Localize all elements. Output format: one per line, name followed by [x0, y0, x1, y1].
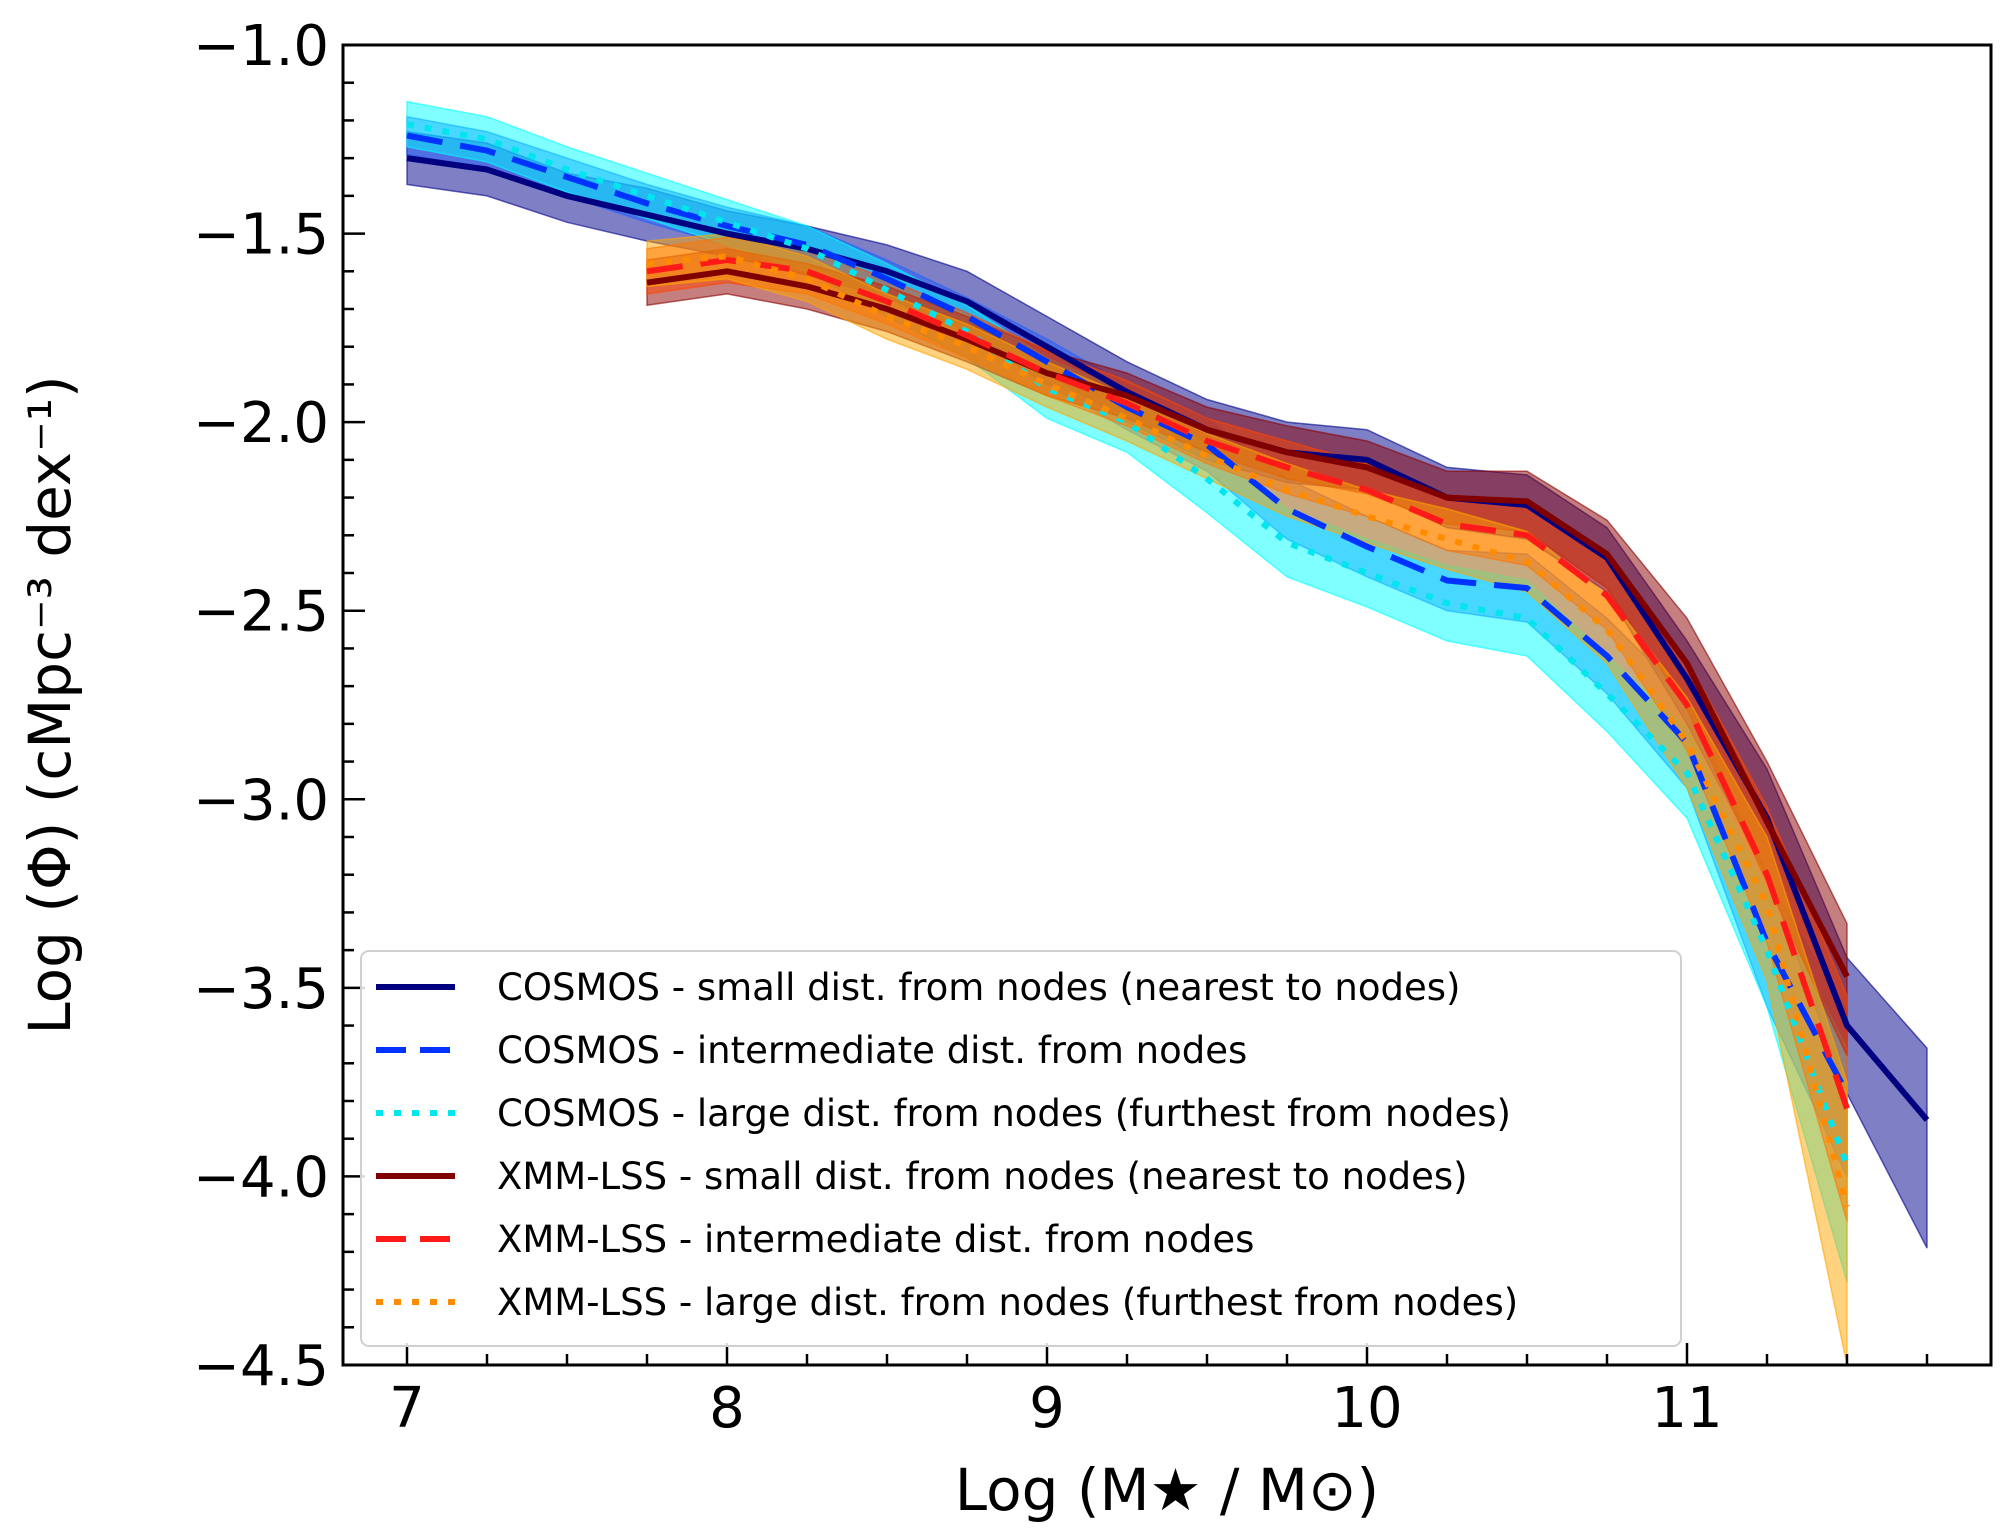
x-tick-label: 7: [389, 1376, 425, 1441]
y-tick-label: −3.5: [193, 957, 329, 1022]
y-tick-label: −2.0: [193, 391, 329, 456]
series-lines: [406, 121, 1930, 1208]
y-tick-label: −4.0: [193, 1145, 329, 1210]
legend-label-2: COSMOS - large dist. from nodes (furthes…: [497, 1092, 1511, 1135]
x-tick-label: 10: [1331, 1376, 1402, 1441]
legend-label-5: XMM-LSS - large dist. from nodes (furthe…: [497, 1281, 1518, 1324]
y-tick-label: −3.0: [193, 768, 329, 833]
y-axis-label: Log (Φ) (cMpc⁻³ dex⁻¹): [16, 375, 84, 1034]
x-tick-label: 9: [1029, 1376, 1065, 1441]
y-tick-labels: −1.0 −1.5 −2.0 −2.5 −3.0 −3.5 −4.0 −4.5: [193, 14, 329, 1399]
series-line-4: [646, 257, 1850, 1110]
y-tick-label: −4.5: [193, 1334, 329, 1399]
x-tick-label: 8: [709, 1376, 745, 1441]
x-tick-label: 11: [1651, 1376, 1722, 1441]
legend-label-1: COSMOS - intermediate dist. from nodes: [497, 1029, 1247, 1072]
y-tick-label: −1.5: [193, 203, 329, 268]
series-line-3: [646, 268, 1850, 978]
x-axis-label: Log (M★ / M⊙): [955, 1456, 1379, 1524]
plot-frame: [341, 43, 1993, 1367]
legend-label-3: XMM-LSS - small dist. from nodes (neares…: [497, 1155, 1468, 1198]
y-tick-label: −1.0: [193, 14, 329, 79]
x-tick-labels: 7 8 9 10 11: [389, 1376, 1722, 1441]
legend: COSMOS - small dist. from nodes (nearest…: [360, 950, 1682, 1347]
y-tick-label: −2.5: [193, 580, 329, 645]
legend-box: [360, 950, 1682, 1347]
series-line-1: [406, 132, 1850, 1095]
legend-label-4: XMM-LSS - intermediate dist. from nodes: [497, 1218, 1254, 1261]
legend-label-0: COSMOS - small dist. from nodes (nearest…: [497, 966, 1460, 1009]
